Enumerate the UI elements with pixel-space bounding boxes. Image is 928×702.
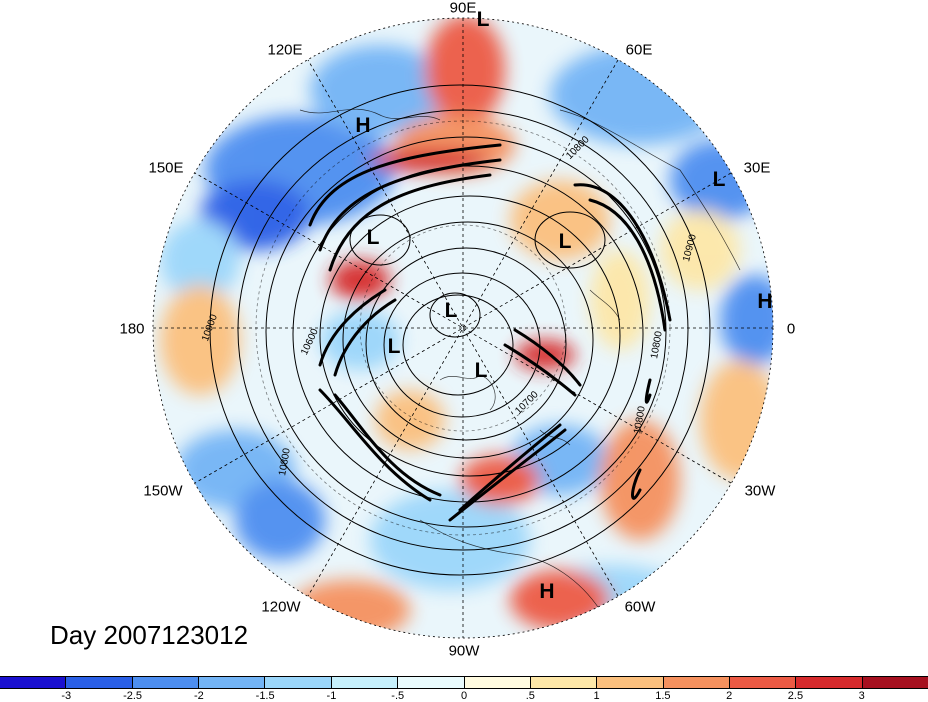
colorbar (0, 676, 928, 689)
lon-label-0: 0 (786, 320, 796, 338)
colorbar-swatch (398, 677, 465, 688)
low-center-marker: L (387, 335, 401, 358)
lon-label-120e: 120E (267, 41, 303, 59)
colorbar-swatch (796, 677, 863, 688)
low-center-marker: L (366, 226, 380, 249)
lon-label-90w: 90W (448, 642, 480, 660)
colorbar-swatch (265, 677, 332, 688)
lon-label-90e: 90E (449, 0, 477, 17)
lon-label-60w: 60W (624, 598, 656, 616)
colorbar-labels: -3 -2.5 -2 -1.5 -1 -.5 0 .5 1 1.5 2 2.5 3 (0, 690, 928, 702)
lon-label-180: 180 (119, 320, 145, 338)
colorbar-swatch (331, 677, 399, 688)
colorbar-tick-label: 1.5 (655, 690, 671, 702)
coastlines (299, 108, 741, 611)
colorbar-tick-label: 2.5 (787, 690, 804, 702)
high-center-marker: H (355, 114, 371, 137)
colorbar-tick-label: .5 (525, 690, 535, 702)
lon-label-30w: 30W (744, 482, 776, 500)
anomaly-field (153, 18, 773, 638)
lon-label-30e: 30E (743, 159, 771, 177)
low-center-marker: L (712, 168, 726, 191)
colorbar-tick-label: 2 (726, 690, 733, 702)
high-center-marker: H (757, 290, 773, 313)
high-center-marker: H (539, 580, 555, 603)
colorbar-tick-label: 3 (858, 690, 865, 702)
low-center-marker: L (476, 8, 490, 31)
graticule (152, 17, 774, 639)
lon-label-120w: 120W (261, 598, 301, 616)
colorbar-swatch (729, 677, 797, 688)
colorbar-tick-label: -3 (61, 690, 72, 702)
colorbar-tick-label: -1.5 (255, 690, 275, 702)
colorbar-swatch (132, 677, 200, 688)
colorbar-swatch (597, 677, 664, 688)
colorbar-swatch (663, 677, 730, 688)
colorbar-tick-label: 0 (460, 690, 468, 702)
plot-title: Day 2007123012 (50, 620, 249, 650)
colorbar-tick-label: -1 (326, 690, 337, 702)
low-center-marker: L (474, 359, 488, 382)
jet-contours (308, 143, 672, 522)
lon-label-60e: 60E (625, 41, 653, 59)
colorbar-tick-label: -2.5 (123, 690, 143, 702)
colorbar-tick-label: -.5 (391, 690, 405, 702)
colorbar-tick-label: 1 (593, 690, 600, 702)
lon-label-150w: 150W (143, 482, 183, 500)
colorbar-swatch (199, 677, 266, 688)
colorbar-swatch (0, 677, 67, 688)
colorbar-swatch (66, 677, 133, 688)
low-center-marker: L (444, 299, 458, 322)
colorbar-swatch (530, 677, 598, 688)
colorbar-swatch (862, 677, 928, 688)
colorbar-tick-label: -2 (193, 690, 204, 702)
low-center-marker: L (558, 230, 572, 253)
colorbar-swatch (464, 677, 531, 688)
lon-label-150e: 150E (148, 159, 184, 177)
